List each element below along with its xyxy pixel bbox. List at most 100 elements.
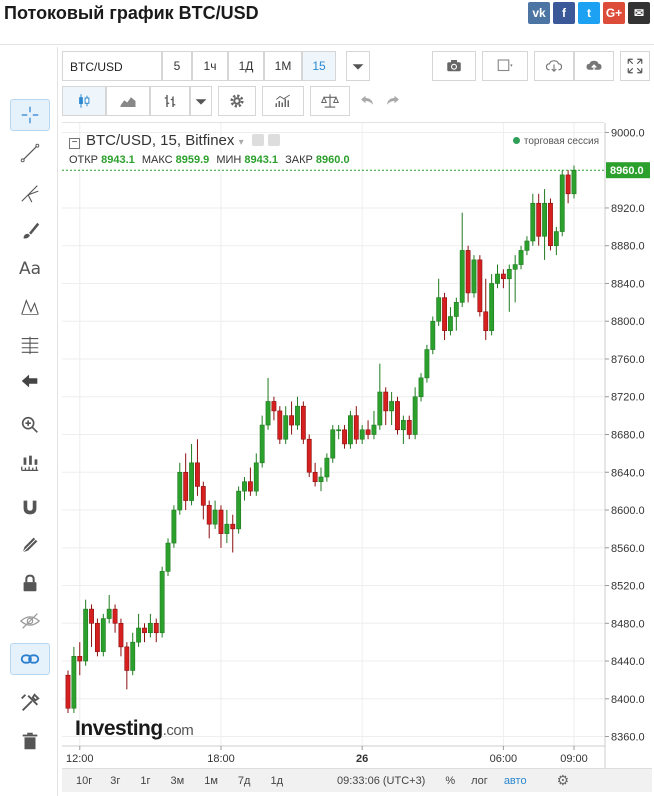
y-tick-label: 8840.0 <box>611 278 645 290</box>
redo-button[interactable] <box>380 86 406 116</box>
candle-body <box>200 486 206 506</box>
x-tick-label: 26 <box>356 753 368 765</box>
facebook-icon[interactable]: f <box>553 2 575 24</box>
symbol-input[interactable]: BTC/USD <box>62 51 162 81</box>
candle-body <box>300 405 306 440</box>
y-tick-label: 8920.0 <box>611 203 645 215</box>
chart-type-dropdown[interactable] <box>190 86 212 116</box>
y-tick-label: 8600.0 <box>611 505 645 517</box>
candle-body <box>277 410 283 440</box>
candle-body <box>242 481 247 492</box>
tool-text-tool[interactable]: Aa <box>10 253 50 285</box>
tool-magnet[interactable] <box>10 491 50 523</box>
eye-hide-icon <box>19 613 41 629</box>
candle-body <box>218 509 224 534</box>
open-value: 8943.1 <box>101 154 135 166</box>
y-tick-label: 8640.0 <box>611 467 645 479</box>
interval-button-4[interactable]: 15 <box>302 51 336 81</box>
indicators-button[interactable] <box>262 86 304 116</box>
settings-button[interactable] <box>218 86 256 116</box>
tool-crosshair[interactable] <box>10 99 50 131</box>
tool-lock[interactable] <box>10 567 50 599</box>
drawing-toolbar: Aa <box>0 47 58 796</box>
tool-pencil-lock[interactable] <box>10 529 50 561</box>
candle-body <box>306 438 312 473</box>
compare-button[interactable] <box>310 86 350 116</box>
tool-tools[interactable] <box>10 687 50 719</box>
tool-fib[interactable] <box>10 329 50 361</box>
candle-body <box>559 174 565 232</box>
range-button-1[interactable]: 3г <box>110 774 121 787</box>
candle-body <box>524 240 530 251</box>
tool-arrow-left[interactable] <box>10 365 50 397</box>
candle-body <box>112 608 118 624</box>
auto-scale-button[interactable]: авто <box>503 774 527 787</box>
tool-zoom[interactable] <box>10 409 50 441</box>
candles-style-button[interactable] <box>62 86 106 116</box>
chevron-down-icon <box>195 99 207 105</box>
legend-dropdown-icon[interactable]: ▾ <box>238 137 244 148</box>
screenshot-button[interactable] <box>432 51 476 81</box>
candle-body <box>348 415 353 445</box>
range-button-4[interactable]: 1м <box>204 774 218 787</box>
interval-dropdown-button[interactable] <box>346 51 370 81</box>
undo-button[interactable] <box>354 86 380 116</box>
bars-style-button[interactable] <box>150 86 190 116</box>
percent-scale-button[interactable]: % <box>445 774 456 787</box>
high-value: 8959.9 <box>175 154 210 166</box>
log-scale-button[interactable]: лог <box>471 774 488 787</box>
last-price-label: 8960.0 <box>610 165 644 177</box>
range-button-5[interactable]: 7д <box>237 774 251 787</box>
interval-button-2[interactable]: 1Д <box>228 51 264 81</box>
range-button-2[interactable]: 1г <box>140 774 151 787</box>
y-tick-label: 8440.0 <box>611 656 645 668</box>
low-value: 8943.1 <box>244 154 279 166</box>
candle-body <box>259 424 265 464</box>
scale-settings-gear-icon[interactable]: ⚙ <box>556 772 570 788</box>
legend-gear-icon[interactable] <box>267 134 280 146</box>
tool-pitchfork[interactable] <box>10 177 50 209</box>
fullscreen-button[interactable] <box>620 51 650 81</box>
undo-icon <box>361 95 373 105</box>
range-bar: 10г 3г 1г 3м 1м 7д 1д 09:33:06 (UTC+3)% лог авто ⚙ <box>62 768 652 792</box>
tool-trash[interactable] <box>10 725 50 757</box>
candle-body <box>530 202 536 242</box>
tool-trend-line[interactable] <box>10 137 50 169</box>
interval-button-1[interactable]: 1ч <box>192 51 228 81</box>
candle-body <box>465 250 471 294</box>
twitter-icon[interactable]: t <box>578 2 600 24</box>
tool-link[interactable] <box>10 643 50 675</box>
collapse-legend-icon[interactable]: − <box>69 138 80 149</box>
chart-style-button[interactable] <box>482 51 528 81</box>
open-label: ОТКР <box>69 154 99 166</box>
mail-icon[interactable]: ✉ <box>628 2 650 24</box>
legend-eye-icon[interactable] <box>251 134 264 146</box>
range-button-3[interactable]: 3м <box>170 774 185 787</box>
google-plus-icon[interactable]: G+ <box>603 2 625 24</box>
candle-body <box>448 316 453 331</box>
tool-measure[interactable] <box>10 447 50 479</box>
candle-body <box>295 405 300 426</box>
interval-button-3[interactable]: 1М <box>264 51 302 81</box>
area-style-button[interactable] <box>106 86 150 116</box>
tool-brush[interactable] <box>10 215 50 247</box>
candle-body <box>230 523 236 530</box>
close-label: ЗАКР <box>285 154 313 166</box>
tool-pattern[interactable] <box>10 291 50 323</box>
candle-body <box>318 476 324 482</box>
candle-body <box>224 523 230 534</box>
trend-line-icon <box>20 143 40 163</box>
range-button-0[interactable]: 10г <box>76 774 93 787</box>
logo-domain: .com <box>162 722 194 739</box>
tool-eye-hide[interactable] <box>10 605 50 637</box>
interval-button-0[interactable]: 5 <box>162 51 192 81</box>
candle-body <box>212 509 218 525</box>
cloud-save-button[interactable] <box>574 51 614 81</box>
cloud-load-button[interactable] <box>534 51 574 81</box>
candle-body <box>247 481 253 492</box>
vk-icon[interactable]: vk <box>528 2 550 24</box>
y-tick-label: 8880.0 <box>611 241 645 253</box>
range-button-6[interactable]: 1д <box>270 774 283 787</box>
lock-icon <box>23 574 37 592</box>
candle-body <box>389 401 395 412</box>
